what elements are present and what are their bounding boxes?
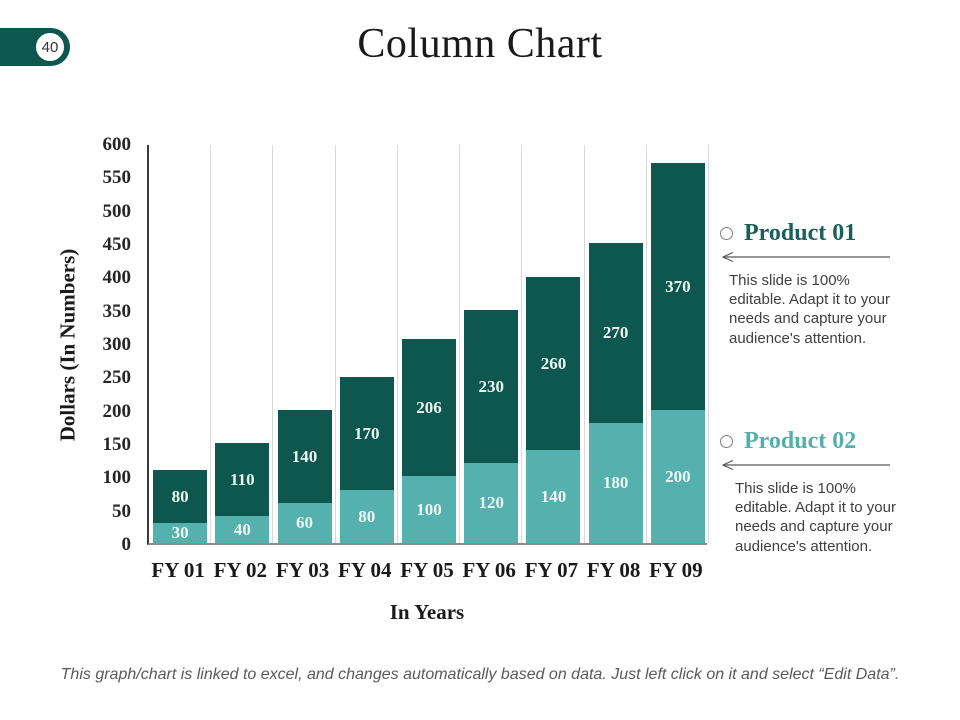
y-tick-label: 500	[102, 201, 132, 222]
x-tick-label: FY 07	[524, 558, 579, 582]
gridline	[521, 145, 522, 543]
x-tick-label: FY 01	[151, 558, 205, 582]
gridline	[646, 145, 647, 543]
circle-bullet-icon	[720, 435, 733, 448]
gridline	[272, 145, 273, 543]
gridline	[584, 145, 585, 543]
gridline	[708, 145, 709, 543]
bar-value-label: 180	[602, 473, 629, 492]
x-axis-ticks: FY 01 FY 02 FY 03 FY 04 FY 05 FY 06 FY 07 FY 08…	[147, 558, 707, 583]
bar-segment-product-01: 230	[464, 310, 519, 463]
y-tick-label: 550	[102, 167, 132, 188]
x-tick-label: FY 03	[275, 558, 330, 582]
bar-segment-product-01: 170	[339, 377, 394, 490]
bar-segment-product-01: 206	[402, 339, 456, 476]
y-axis-title: Dollars (In Numbers)	[55, 248, 80, 442]
product-01-title: Product 01	[744, 220, 857, 246]
x-tick-label: FY 08	[586, 558, 641, 582]
product-02-description: This slide is 100% editable. Adapt it to…	[735, 480, 896, 555]
chart-plot[interactable]: 30 80 40 110 60 140 80 170 100 206 120 230 140 260 180…	[147, 145, 709, 545]
bar-value-label: 140	[540, 486, 567, 506]
bar-value-label: 260	[540, 353, 567, 373]
product-01-description: This slide is 100% editable. Adapt it to…	[729, 272, 890, 347]
bar-segment-product-02: 120	[464, 463, 519, 543]
bar-segment-product-01: 270	[588, 243, 643, 423]
bar-segment-product-01: 140	[277, 410, 332, 503]
bar-value-label: 80	[171, 486, 189, 506]
bar-segment-product-02: 80	[339, 490, 394, 543]
x-axis-title: In Years	[389, 600, 465, 624]
y-tick-label: 300	[102, 334, 132, 355]
left-arrow-icon	[721, 459, 890, 471]
bar-value-label: 120	[478, 493, 504, 512]
product-02-block: Product 02 This slide is 100% editable. …	[720, 428, 910, 556]
bar-segment-product-02: 140	[526, 450, 581, 543]
bar-value-label: 370	[665, 276, 691, 296]
x-tick-label: FY 02	[213, 558, 268, 582]
bar-segment-product-02: 40	[215, 516, 270, 543]
slide-number-badge: 40	[0, 28, 70, 66]
bar-segment-product-01: 110	[215, 443, 270, 516]
x-tick-label: FY 04	[338, 558, 392, 582]
y-tick-label: 200	[102, 401, 132, 422]
y-tick-label: 150	[102, 434, 132, 455]
left-arrow-icon	[721, 251, 890, 263]
bar-segment-product-01: 80	[153, 470, 208, 523]
slide-number: 40	[33, 30, 67, 64]
bar-segment-product-02: 100	[402, 476, 456, 543]
circle-bullet-icon	[720, 227, 733, 240]
bar-value-label: 100	[416, 499, 442, 519]
product-01-block: Product 01 This slide is 100% editable. …	[720, 220, 910, 348]
bar-value-label: 270	[602, 323, 629, 342]
bar-segment-product-02: 180	[588, 423, 643, 543]
bar-segment-product-02: 60	[277, 503, 332, 543]
gridline	[459, 145, 460, 543]
product-02-title: Product 02	[744, 428, 857, 454]
bar-value-label: 170	[354, 423, 380, 443]
y-tick-label: 100	[102, 467, 132, 488]
y-tick-label: 350	[102, 301, 132, 322]
gridline	[210, 145, 211, 543]
page-title: Column Chart	[357, 21, 603, 67]
footnote: This graph/chart is linked to excel, and…	[60, 666, 900, 683]
bar-value-label: 140	[291, 446, 318, 466]
gridline	[397, 145, 398, 543]
gridline	[335, 145, 336, 543]
bar-value-label: 30	[171, 523, 189, 542]
y-tick-label: 450	[102, 234, 132, 255]
bar-value-label: 230	[478, 376, 504, 396]
y-tick-label: 400	[102, 267, 132, 288]
bar-value-label: 110	[230, 469, 255, 489]
bar-value-label: 200	[665, 466, 691, 486]
x-tick-label: FY 09	[649, 558, 703, 582]
y-tick-label: 250	[102, 367, 132, 388]
bar-segment-product-01: 370	[650, 163, 705, 410]
bar-segment-product-02: 30	[153, 523, 208, 543]
y-axis-ticks: 0 50 100 150 200 250 300 350 400 450 500 550 600	[80, 134, 140, 555]
bar-value-label: 40	[233, 519, 251, 539]
x-tick-label: FY 05	[400, 558, 454, 582]
bar-value-label: 206	[416, 397, 442, 417]
bar-value-label: 80	[358, 506, 376, 526]
bar-segment-product-02: 200	[650, 410, 705, 543]
y-tick-label: 0	[121, 534, 132, 555]
bar-value-label: 60	[296, 513, 314, 532]
bar-segment-product-01: 260	[526, 277, 581, 450]
y-tick-label: 600	[102, 134, 132, 155]
x-tick-label: FY 06	[462, 558, 516, 582]
y-tick-label: 50	[112, 501, 131, 522]
